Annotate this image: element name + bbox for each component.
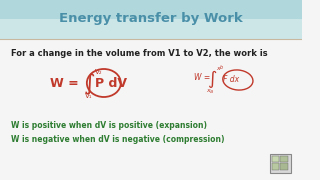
Text: x: x xyxy=(216,66,220,71)
Text: W is positive when dV is positive (expansion): W is positive when dV is positive (expan… xyxy=(11,120,207,129)
FancyBboxPatch shape xyxy=(280,156,288,162)
Text: F dx: F dx xyxy=(223,75,239,84)
Text: V₁: V₁ xyxy=(85,93,92,99)
Text: a: a xyxy=(210,89,212,93)
Text: P dV: P dV xyxy=(95,76,127,89)
FancyBboxPatch shape xyxy=(272,163,279,170)
Text: Energy transfer by Work: Energy transfer by Work xyxy=(59,12,243,25)
Text: b: b xyxy=(220,64,223,69)
Text: W =: W = xyxy=(50,76,83,89)
Text: W is negative when dV is negative (compression): W is negative when dV is negative (compr… xyxy=(11,136,225,145)
Text: W =: W = xyxy=(194,73,210,82)
Text: x: x xyxy=(206,87,210,93)
Text: ∫: ∫ xyxy=(84,73,95,95)
FancyBboxPatch shape xyxy=(0,0,302,39)
Text: For a change in the volume from V1 to V2, the work is: For a change in the volume from V1 to V2… xyxy=(11,48,268,57)
FancyBboxPatch shape xyxy=(280,163,288,170)
FancyBboxPatch shape xyxy=(0,19,302,39)
Text: V₂: V₂ xyxy=(95,69,103,75)
Text: ∫: ∫ xyxy=(207,70,216,88)
FancyBboxPatch shape xyxy=(269,154,291,172)
FancyBboxPatch shape xyxy=(272,156,279,162)
